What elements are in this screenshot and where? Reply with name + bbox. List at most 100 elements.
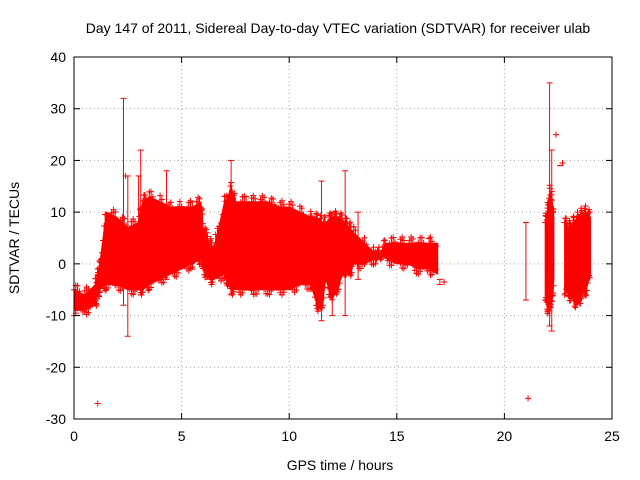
band-marker [148,284,155,291]
band-marker [227,182,234,189]
band-marker [566,217,573,224]
outlier-point [525,395,532,402]
band-marker [417,268,424,275]
y-tick-label: 20 [50,152,66,168]
band-marker [175,269,182,276]
band-marker [399,234,406,241]
band-marker [375,244,382,251]
band-marker [261,194,268,201]
band-marker [193,254,200,261]
band-marker [418,234,425,241]
band-marker [105,284,112,291]
band-marker [350,232,357,239]
band-marker [586,274,593,281]
band-marker [145,287,152,294]
band-marker [400,237,407,244]
band-marker [338,212,345,219]
y-tick-label: 10 [50,204,66,220]
band-marker [149,193,156,200]
band-marker [372,260,379,267]
band-marker [321,284,328,291]
band-marker [585,273,592,280]
band-marker [431,246,438,253]
y-tick-label: 30 [50,101,66,117]
band-marker [343,215,350,222]
band-marker [250,192,257,199]
band-marker [280,289,287,296]
x-tick-label: 25 [604,428,620,444]
band-marker [190,209,197,216]
band-marker [430,267,437,274]
x-tick-label: 15 [389,428,405,444]
series-late-segment-b [561,202,593,311]
band-marker [149,278,156,285]
band-marker [582,202,589,209]
outlier-point [559,160,566,167]
band-marker [296,280,303,287]
band-marker [145,200,152,207]
band-marker [176,198,183,205]
band-marker [427,234,434,241]
band-marker [142,191,149,198]
band-marker [119,284,126,291]
band-marker [169,205,176,212]
band-marker [209,246,216,253]
band-marker [426,267,433,274]
band-marker [223,192,230,199]
band-marker [420,240,427,247]
band-marker [427,271,434,278]
band-marker [241,192,248,199]
y-tick-label: 0 [58,256,66,272]
band-marker [573,301,580,308]
band-marker [361,234,368,241]
band-marker [584,280,591,287]
axis-ticks: 0 5 10 15 20 25 -30 -20 -10 0 10 20 30 40 [46,49,620,444]
band-marker [96,288,103,295]
band-marker [317,212,324,219]
band-marker [300,211,307,218]
x-axis-label: GPS time / hours [287,457,394,473]
y-tick-label: 40 [50,49,66,65]
band-marker [291,208,298,215]
band-marker [583,287,590,294]
band-marker [210,274,217,281]
band-marker [196,195,203,202]
band-marker [322,214,329,221]
band-marker [574,209,581,216]
band-marker [187,197,194,204]
band-marker [307,208,314,215]
data-series [71,82,593,407]
band-marker [572,304,579,311]
band-marker [378,255,385,262]
band-marker [578,293,585,300]
band-marker [76,288,83,295]
band-marker [375,249,382,256]
y-tick-label: -20 [46,359,66,375]
band-marker [377,256,384,263]
band-marker [87,304,94,311]
band-marker [585,209,592,216]
band-marker [199,220,206,227]
band-marker [411,241,418,248]
band-marker [586,208,593,215]
band-marker [363,241,370,248]
x-tick-label: 5 [178,428,186,444]
band-marker [289,202,296,209]
band-marker [157,192,164,199]
band-marker [270,195,277,202]
band-marker [209,279,216,286]
band-marker [298,205,305,212]
band-marker [400,265,407,272]
band-marker [266,291,273,298]
band-marker [314,211,321,218]
band-marker [208,235,215,242]
chart-title: Day 147 of 2011, Sidereal Day-to-day VTE… [86,20,591,36]
band-marker [178,263,185,270]
band-marker [279,197,286,204]
band-marker [570,213,577,220]
series-sdtvar-envelope [71,179,440,319]
band-marker [390,258,397,265]
band-marker [85,285,92,292]
